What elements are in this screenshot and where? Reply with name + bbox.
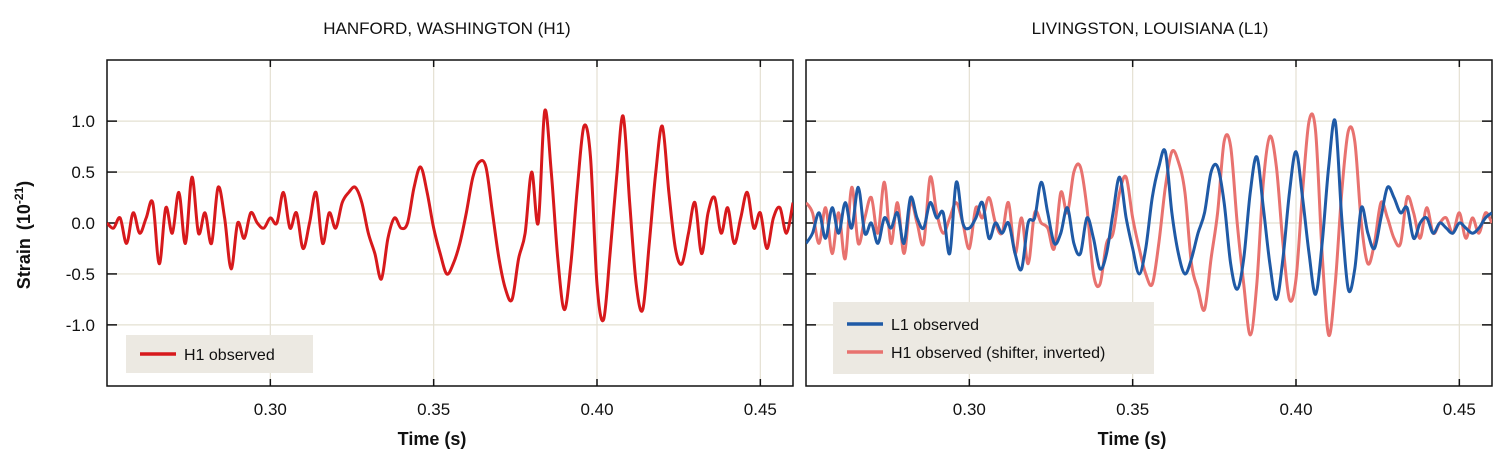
y-axis-label-unit: (10 xyxy=(14,204,34,230)
x-tick-label: 0.30 xyxy=(254,400,287,419)
y-axis-label-text: Strain xyxy=(14,238,34,289)
legend-h1: H1 observed xyxy=(126,335,313,373)
y-axis-label-exponent: -21 xyxy=(12,186,26,204)
x-tick-label: 0.45 xyxy=(744,400,777,419)
x-tick-label: 0.40 xyxy=(1279,400,1312,419)
chart-title-h1: HANFORD, WASHINGTON (H1) xyxy=(323,19,570,38)
x-tick-label: 0.45 xyxy=(1443,400,1476,419)
y-tick-label: -0.5 xyxy=(66,265,95,284)
y-axis-label: Strain (10-21) xyxy=(12,181,34,289)
x-axis-label-l1: Time (s) xyxy=(1098,429,1167,449)
y-tick-label: -1.0 xyxy=(66,316,95,335)
x-tick-label: 0.30 xyxy=(953,400,986,419)
grid-h1 xyxy=(107,60,793,386)
series-lines-h1 xyxy=(107,108,793,323)
y-tick-label: 0.5 xyxy=(71,163,95,182)
series-lines-l1 xyxy=(806,112,1492,337)
legend-label: L1 observed xyxy=(891,317,979,334)
y-tick-label: 0.0 xyxy=(71,214,95,233)
chart-title-l1: LIVINGSTON, LOUISIANA (L1) xyxy=(1032,19,1269,38)
series-line-1-0 xyxy=(806,112,1492,337)
x-axis-label-h1: Time (s) xyxy=(398,429,467,449)
legend-label: H1 observed (shifter, inverted) xyxy=(891,345,1105,362)
y-axis-label-close: ) xyxy=(14,181,34,187)
axis-ticks-h1: 0.30 0.35 0.40 0.45 1.0 0.5 0.0 -0.5 -1.0 xyxy=(66,60,793,419)
series-line-0-0 xyxy=(107,108,793,323)
x-tick-label: 0.35 xyxy=(417,400,450,419)
x-tick-label: 0.35 xyxy=(1116,400,1149,419)
legend-label: H1 observed xyxy=(184,347,275,364)
y-tick-label: 1.0 xyxy=(71,112,95,131)
legend-l1: L1 observed H1 observed (shifter, inverte… xyxy=(833,302,1154,374)
legend-box xyxy=(833,302,1154,374)
x-tick-label: 0.40 xyxy=(580,400,613,419)
axis-ticks-l1: 0.30 0.35 0.40 0.45 xyxy=(806,60,1492,419)
series-line-1-1 xyxy=(806,118,1492,301)
